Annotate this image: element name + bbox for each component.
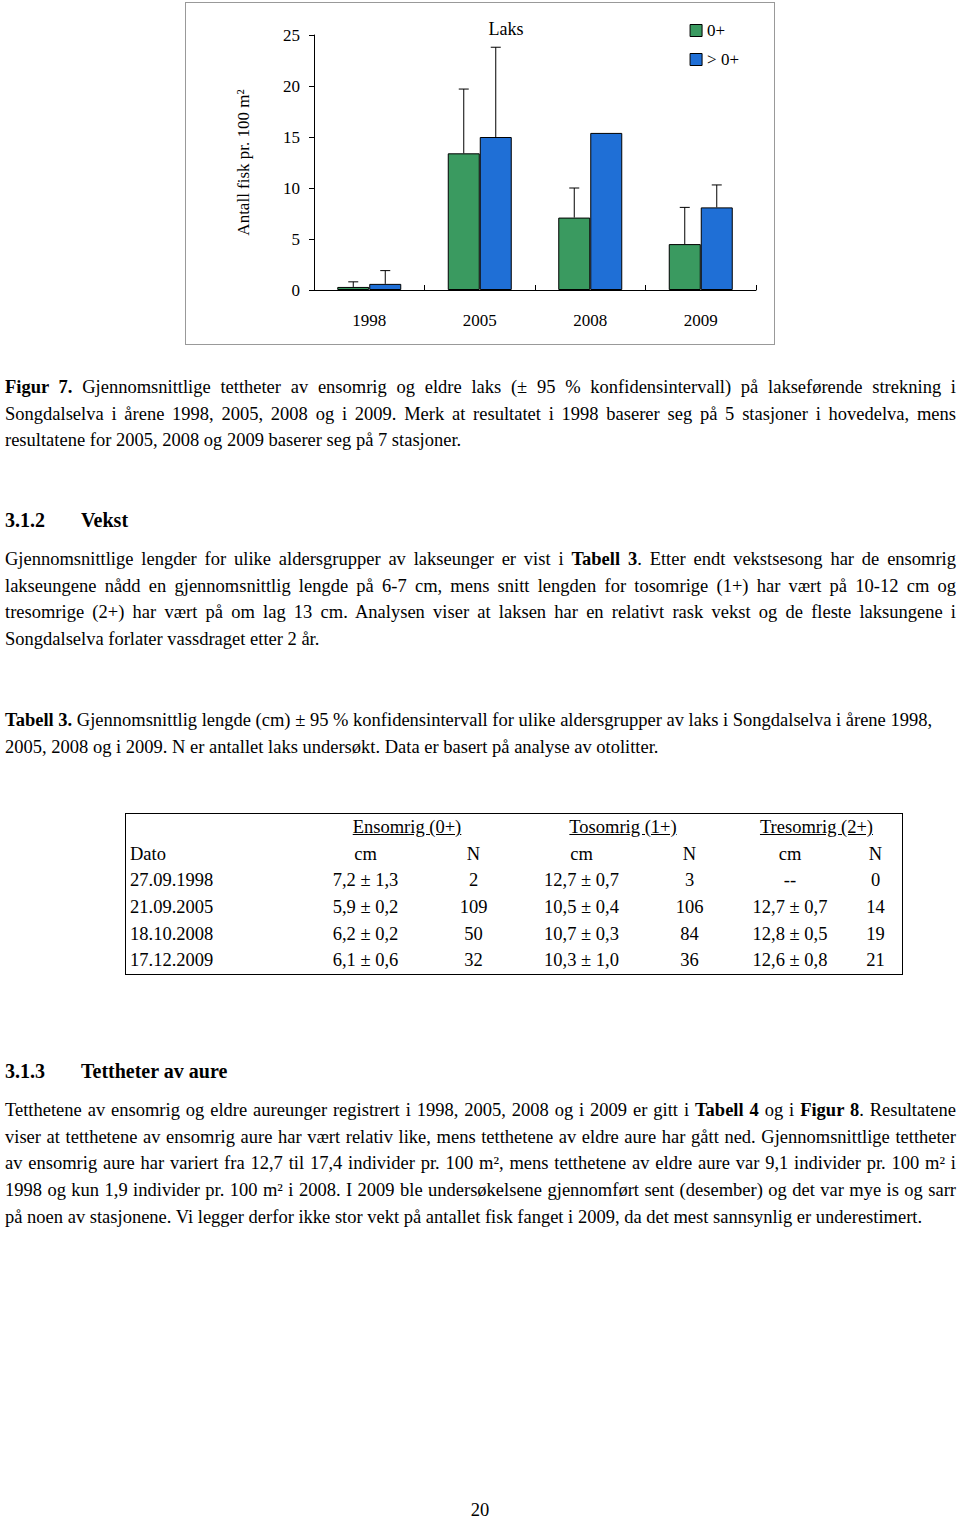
html-text:12,6 ± 0,8: 12,6 ± 0,8 [752, 950, 828, 971]
html-text:10,7 ± 0,3: 10,7 ± 0,3 [544, 923, 619, 944]
html-text:84: 84 [680, 923, 699, 944]
html-text:cm: cm [354, 843, 377, 864]
html-text:Ensomrig (0+): Ensomrig (0+) [352, 817, 462, 838]
svg-text:Laks: Laks [489, 19, 524, 39]
html-text:18.10.2008: 18.10.2008 [130, 923, 214, 944]
html-text:Gjennomsnittlige lengder for u: Gjennomsnittlige lengder for ulike alder… [5, 549, 956, 650]
svg-text:0+: 0+ [707, 21, 725, 40]
html-text:Dato: Dato [130, 843, 166, 864]
html-text:2: 2 [468, 870, 479, 891]
html-text:cm: cm [778, 843, 802, 864]
html-text:3: 3 [684, 870, 695, 891]
svg-text:0: 0 [292, 281, 301, 300]
html-text:0: 0 [870, 870, 881, 891]
svg-text:1998: 1998 [352, 311, 386, 330]
html-text:14: 14 [866, 897, 885, 918]
html-text:10,3 ± 1,0: 10,3 ± 1,0 [544, 950, 619, 971]
html-text:12,8 ± 0,5: 12,8 ± 0,5 [752, 923, 828, 944]
html-text:7,2 ± 1,3: 7,2 ± 1,3 [332, 870, 399, 891]
html-text:36: 36 [680, 950, 699, 971]
svg-text:20: 20 [283, 77, 300, 96]
html-text:cm: cm [570, 843, 593, 864]
html-text:19: 19 [866, 923, 885, 944]
html-text:3.1.2: 3.1.2 [5, 509, 45, 531]
html-text:21.09.2005: 21.09.2005 [130, 897, 214, 918]
html-text:Tresomrig (2+): Tresomrig (2+) [760, 817, 873, 838]
svg-text:2009: 2009 [684, 311, 718, 330]
html-text:50: 50 [464, 923, 483, 944]
svg-text:Antall fisk pr. 100 m²: Antall fisk pr. 100 m² [234, 89, 253, 235]
html-text:Vekst: Vekst [81, 509, 129, 531]
html-text:N: N [682, 843, 697, 864]
svg-text:5: 5 [292, 230, 301, 249]
html-text:6,1 ± 0,6: 6,1 ± 0,6 [332, 950, 399, 971]
html-text:12,7 ± 0,7: 12,7 ± 0,7 [752, 897, 828, 918]
html-text:17.12.2009: 17.12.2009 [130, 950, 214, 971]
html-text:Tettheter av aure: Tettheter av aure [81, 1060, 228, 1082]
html-text:Figur 7. Gjennomsnittlige tett: Figur 7. Gjennomsnittlige tettheter av e… [5, 377, 956, 451]
html-text:Tosomrig (1+): Tosomrig (1+) [569, 817, 677, 838]
html-text:32: 32 [464, 950, 483, 971]
html-text:20: 20 [470, 1500, 490, 1520]
html-text:10,5 ± 0,4: 10,5 ± 0,4 [544, 897, 619, 918]
html-text:21: 21 [866, 950, 885, 971]
html-text:109: 109 [459, 897, 488, 918]
svg-text:2008: 2008 [573, 311, 607, 330]
html-text:Tetthetene av ensomrig og eldr: Tetthetene av ensomrig og eldre aureunge… [5, 1100, 956, 1227]
html-text:N: N [868, 843, 883, 864]
html-text:Tabell 3. Gjennomsnittlig leng: Tabell 3. Gjennomsnittlig lengde (cm) ± … [5, 710, 933, 757]
html-text:27.09.1998: 27.09.1998 [130, 870, 214, 891]
html-text:3.1.3: 3.1.3 [5, 1060, 45, 1082]
html-text:6,2 ± 0,2: 6,2 ± 0,2 [332, 923, 399, 944]
svg-text:10: 10 [283, 179, 300, 198]
html-text:12,7 ± 0,7: 12,7 ± 0,7 [544, 870, 619, 891]
html-text:N: N [466, 843, 481, 864]
svg-text:2005: 2005 [463, 311, 497, 330]
svg-text:15: 15 [283, 128, 300, 147]
svg-text:> 0+: > 0+ [707, 50, 739, 69]
html-text:5,9 ± 0,2: 5,9 ± 0,2 [332, 897, 399, 918]
svg-text:25: 25 [283, 26, 300, 45]
html-text:106: 106 [675, 897, 704, 918]
